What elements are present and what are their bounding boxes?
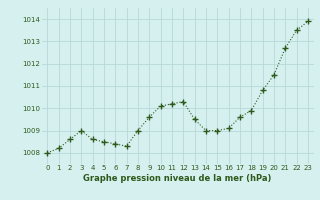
X-axis label: Graphe pression niveau de la mer (hPa): Graphe pression niveau de la mer (hPa) [84,174,272,183]
